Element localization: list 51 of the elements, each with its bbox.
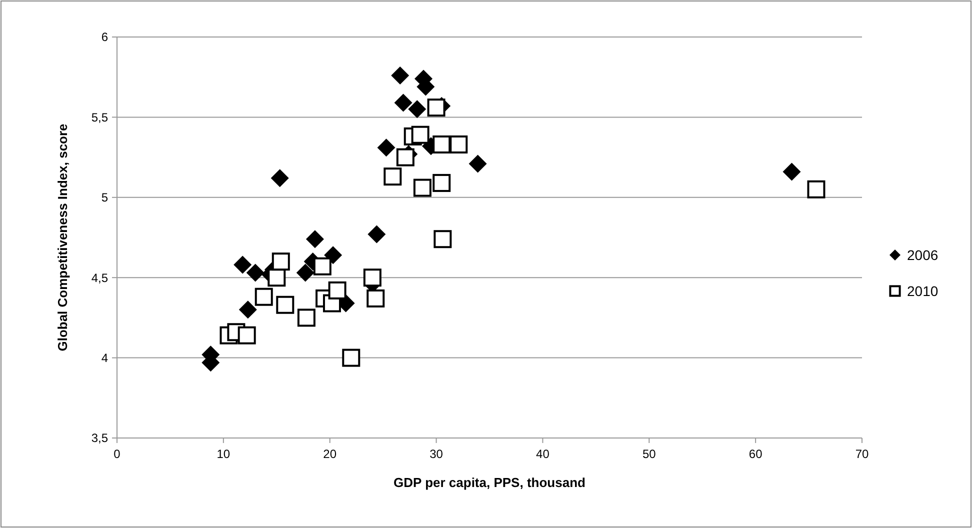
point bbox=[427, 98, 446, 117]
point bbox=[432, 135, 451, 154]
point bbox=[411, 126, 430, 144]
y-tick-label: 5,5 bbox=[91, 110, 108, 124]
point bbox=[270, 169, 289, 188]
y-tick-label: 4 bbox=[101, 351, 108, 365]
y-axis-title: Global Competitiveness Index, score bbox=[55, 124, 70, 352]
legend-label: 2006 bbox=[907, 246, 938, 263]
point bbox=[384, 168, 402, 186]
point bbox=[391, 66, 410, 84]
y-tick-label: 4,5 bbox=[91, 270, 108, 285]
point bbox=[396, 148, 414, 166]
x-tick-label: 0 bbox=[114, 447, 121, 461]
x-axis-title: GDP per capita, PPS, thousand bbox=[394, 475, 586, 490]
point bbox=[238, 326, 256, 344]
point bbox=[234, 256, 252, 274]
y-tick-label: 3,5 bbox=[91, 431, 108, 446]
point bbox=[313, 257, 332, 276]
point bbox=[450, 135, 468, 154]
x-tick-label: 10 bbox=[216, 447, 230, 461]
x-tick-label: 40 bbox=[536, 447, 550, 461]
point bbox=[394, 94, 412, 112]
point bbox=[238, 300, 257, 319]
point bbox=[246, 264, 264, 282]
point bbox=[296, 264, 314, 282]
point bbox=[432, 174, 451, 192]
point bbox=[324, 246, 342, 264]
point bbox=[306, 230, 324, 248]
point bbox=[377, 138, 396, 157]
y-tick-label: 5 bbox=[101, 190, 108, 205]
point bbox=[254, 288, 273, 306]
point bbox=[342, 348, 360, 367]
point bbox=[297, 308, 316, 327]
point bbox=[276, 296, 294, 314]
point bbox=[413, 178, 432, 197]
point bbox=[328, 281, 346, 300]
point bbox=[468, 154, 487, 173]
x-tick-label: 50 bbox=[642, 447, 656, 461]
y-tick-label: 6 bbox=[101, 30, 108, 44]
point bbox=[363, 268, 382, 287]
point bbox=[366, 289, 385, 308]
point bbox=[434, 230, 452, 248]
x-tick-label: 60 bbox=[748, 447, 763, 461]
x-tick-label: 70 bbox=[855, 447, 869, 461]
point bbox=[782, 162, 801, 181]
x-tick-label: 30 bbox=[430, 447, 444, 461]
point bbox=[408, 100, 426, 118]
legend-label: 2010 bbox=[907, 282, 938, 299]
point bbox=[368, 225, 386, 244]
x-tick-label: 20 bbox=[323, 447, 337, 461]
point bbox=[807, 180, 826, 198]
